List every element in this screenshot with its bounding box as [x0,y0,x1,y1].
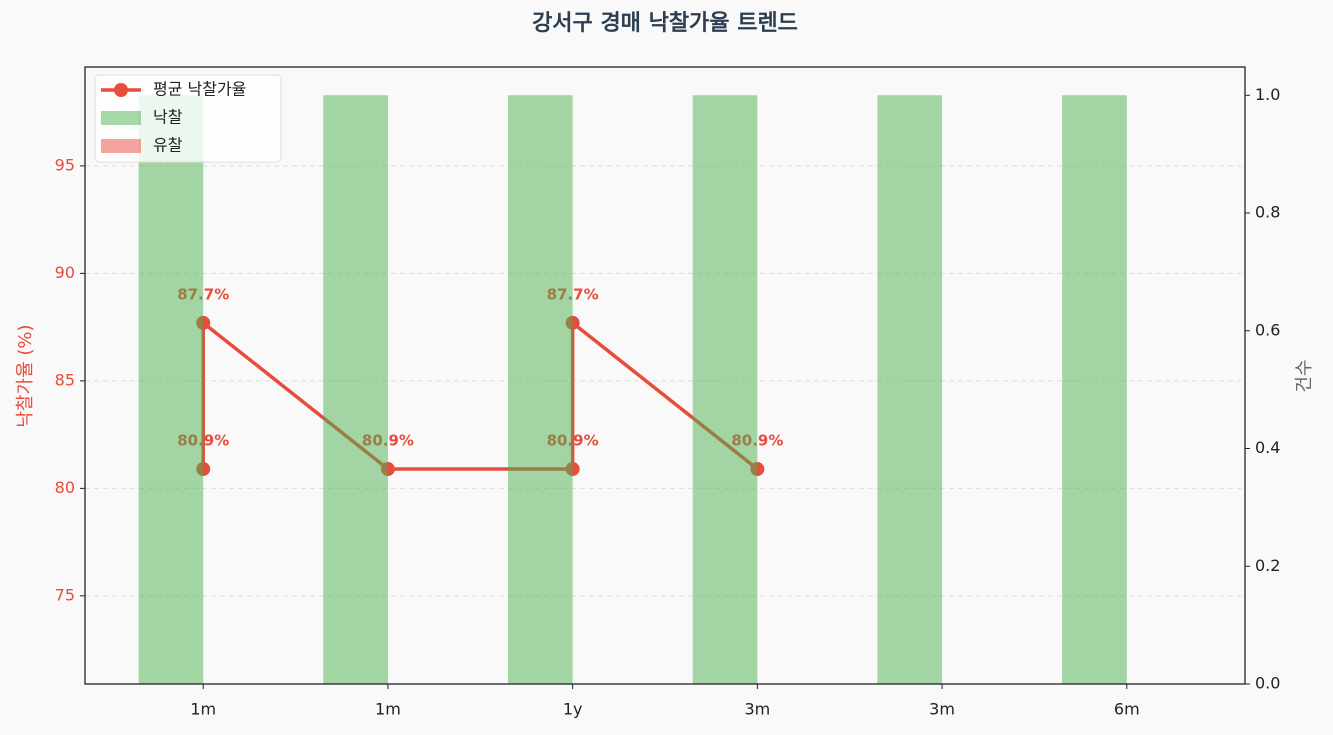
chart-title: 강서구 경매 낙찰가율 트렌드 [532,11,798,36]
y2-tick-label: 0.0 [1255,674,1280,693]
y-tick-label: 90 [55,263,75,282]
line [201,321,759,471]
y-tick-label: 85 [55,370,75,389]
y-axis-label: 낙찰가율 (%) [15,324,36,427]
x-tick-label: 1y [563,700,583,719]
bar [877,95,943,685]
bar [1062,95,1127,685]
y2-tick-label: 0.6 [1255,320,1280,339]
legend-label: 평균 낙찰가율 [153,80,246,99]
y-tick-label: 80 [55,478,75,497]
bar [507,95,573,685]
x-tick-label: 3m [744,700,770,719]
legend-label: 낙찰 [153,108,183,127]
bar [692,95,758,685]
legend-swatch [101,139,141,153]
x-tick-label: 6m [1114,700,1140,719]
y-tick-label: 75 [55,585,75,604]
bar [138,95,204,685]
x-tick-label: 3m [929,700,955,719]
x-tick-label: 1m [190,700,216,719]
legend-swatch [114,83,128,97]
legend-label: 유찰 [153,136,183,155]
y2-tick-label: 0.4 [1255,438,1280,457]
legend-box [94,74,282,163]
y2-tick-label: 0.8 [1255,203,1280,222]
y2-axis-label: 건수 [1294,359,1315,392]
plot-frame [84,66,1246,685]
bar [323,95,388,685]
y-tick-label: 95 [55,155,75,174]
y2-tick-label: 0.2 [1255,556,1280,575]
legend-swatch [101,111,141,125]
y2-tick-label: 1.0 [1255,85,1280,104]
x-tick-label: 1m [375,700,401,719]
